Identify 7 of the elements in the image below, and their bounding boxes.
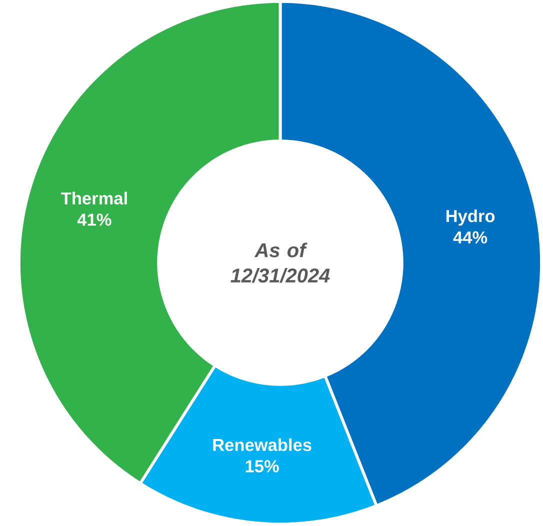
slice-label: Thermal [61, 192, 127, 204]
text: As of 12/31/2024 [230, 242, 330, 283]
data-label: 41% [77, 214, 112, 226]
data-label: 44% [453, 231, 488, 244]
slice-label: Hydro [446, 210, 495, 226]
data-label: 15% [246, 460, 279, 472]
slice-label: Renewables [213, 438, 312, 452]
